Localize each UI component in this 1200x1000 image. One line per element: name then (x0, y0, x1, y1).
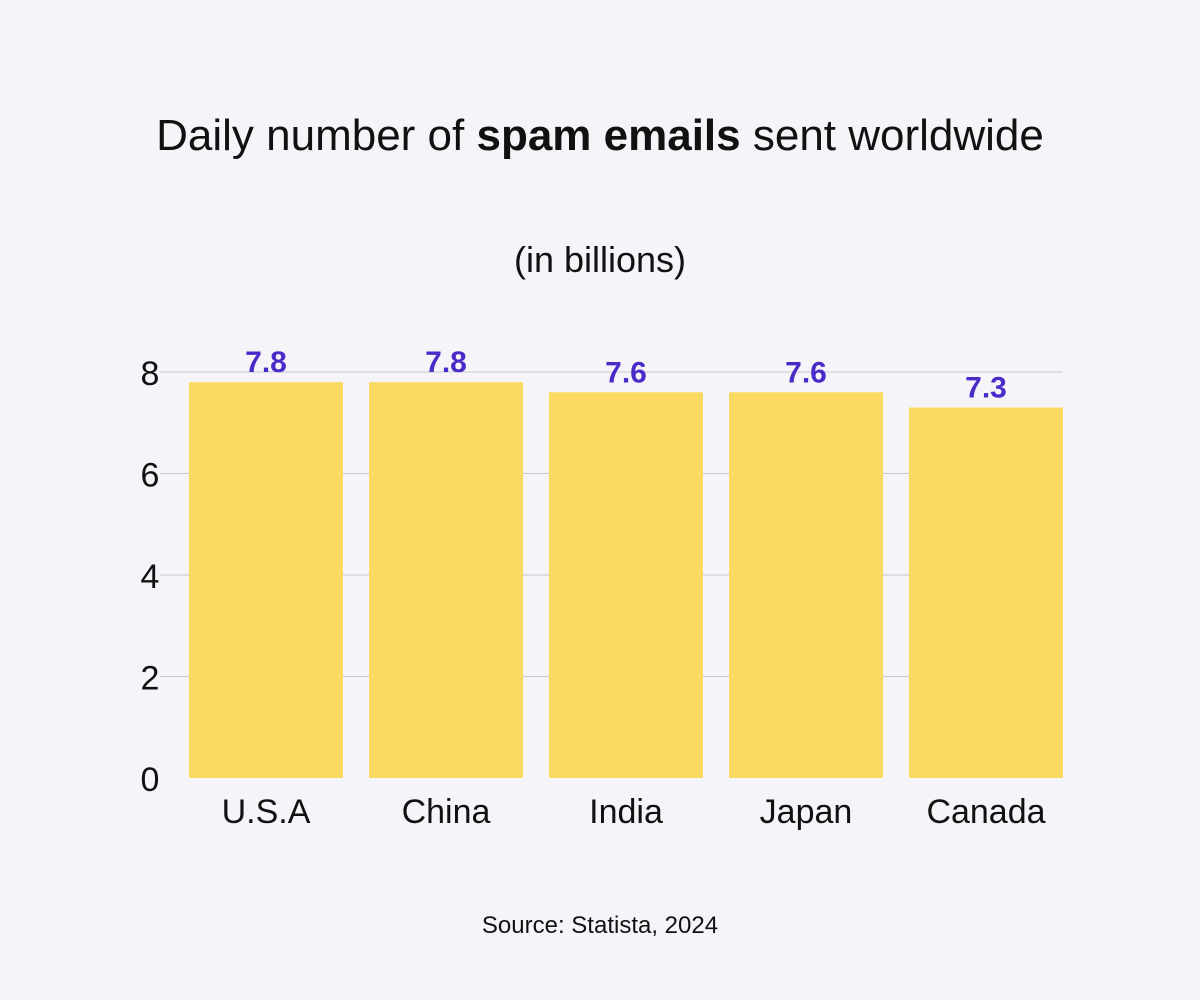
data-labels: 7.8 7.8 7.6 7.6 7.3 (245, 346, 1007, 404)
value-label: 7.3 (965, 372, 1007, 405)
bar (909, 407, 1063, 778)
y-tick-label: 4 (141, 558, 160, 596)
title-part-1: Daily number of (156, 111, 477, 160)
value-label: 7.6 (605, 356, 647, 389)
value-label: 7.6 (785, 356, 827, 389)
x-tick-label: Canada (926, 793, 1045, 831)
source-note: Source: Statista, 2024 (481, 912, 719, 939)
chart-subtitle: (in billions) (513, 239, 687, 280)
value-label: 7.8 (425, 346, 467, 379)
x-tick-label: China (402, 793, 491, 831)
y-axis-ticks: 0 2 4 6 8 (141, 355, 160, 799)
x-tick-label: Japan (760, 793, 853, 831)
bar (549, 392, 703, 778)
bar (729, 392, 883, 778)
y-tick-label: 2 (141, 660, 160, 698)
y-tick-label: 0 (141, 761, 160, 799)
y-tick-label: 8 (141, 355, 160, 393)
x-axis-ticks: U.S.A China India Japan Canada (222, 793, 1046, 831)
bar (369, 382, 523, 778)
x-tick-label: U.S.A (222, 793, 311, 831)
bar (189, 382, 343, 778)
title-part-2: sent worldwide (740, 111, 1044, 160)
value-label: 7.8 (245, 346, 287, 379)
title-emphasis: spam emails (476, 111, 741, 160)
y-tick-label: 6 (141, 457, 160, 495)
chart-title: Daily number of spam emails sent worldwi… (150, 108, 1050, 164)
bars (189, 382, 1063, 778)
x-tick-label: India (589, 793, 663, 831)
